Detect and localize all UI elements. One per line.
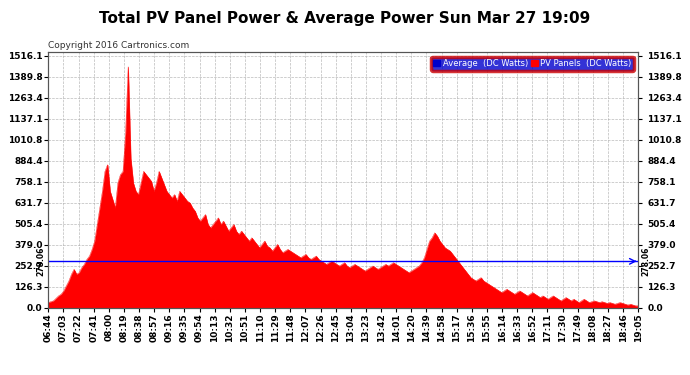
Text: 278.06: 278.06 (37, 247, 46, 276)
Text: Total PV Panel Power & Average Power Sun Mar 27 19:09: Total PV Panel Power & Average Power Sun… (99, 11, 591, 26)
Text: Copyright 2016 Cartronics.com: Copyright 2016 Cartronics.com (48, 41, 190, 50)
Legend: Average  (DC Watts), PV Panels  (DC Watts): Average (DC Watts), PV Panels (DC Watts) (431, 57, 634, 70)
Text: 278.06: 278.06 (641, 247, 650, 276)
